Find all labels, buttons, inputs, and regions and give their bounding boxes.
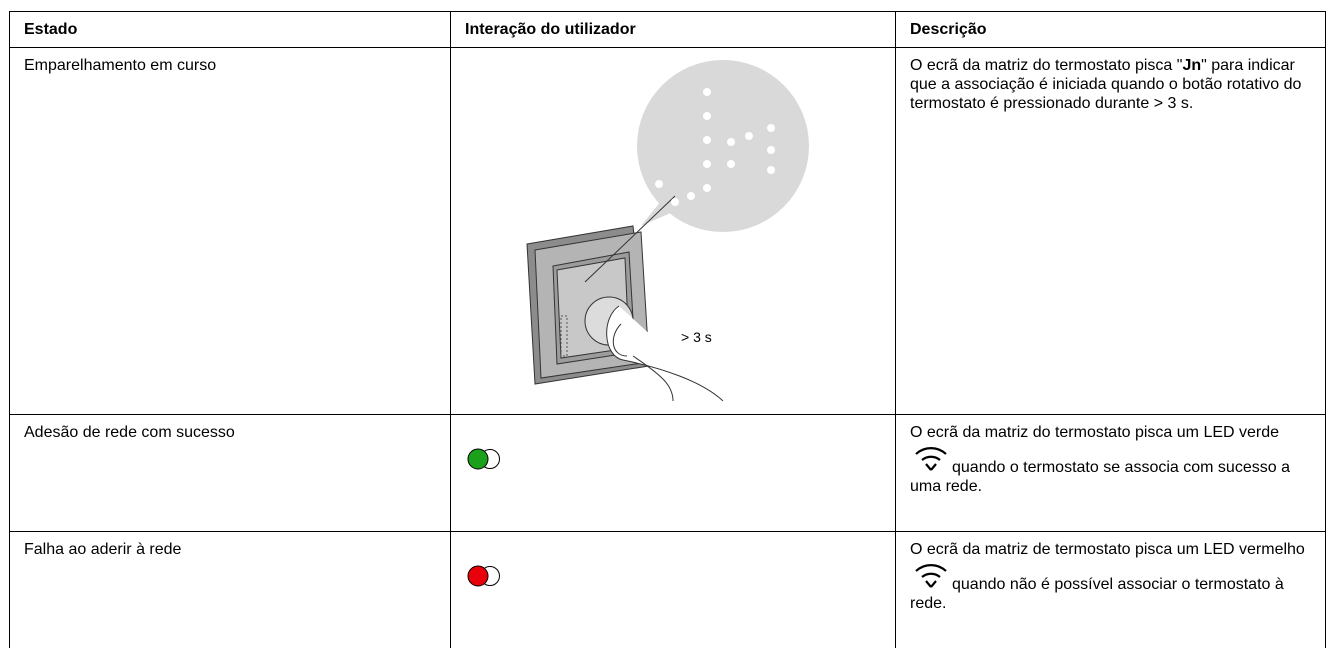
description-text: O ecrã da matriz de termostato pisca um … [910, 541, 1305, 558]
state-cell: Adesão de rede com sucesso [10, 415, 451, 532]
description-text: quando não é possível associar o termost… [910, 576, 1284, 612]
table-row: Adesão de rede com sucesso O ecrã da mat… [10, 415, 1326, 532]
header-cell: Descrição [896, 12, 1326, 48]
description-cell: O ecrã da matriz de termostato pisca um … [896, 532, 1326, 648]
led-cell [451, 415, 896, 532]
description-cell: O ecrã da matriz do termostato pisca "Jn… [896, 48, 1326, 415]
description-text: quando o termostato se associa com suces… [910, 459, 1290, 495]
led-cell [451, 532, 896, 648]
table-row: Falha ao aderir à rede O ecrã da matriz … [10, 532, 1326, 648]
state-cell: Emparelhamento em curso [10, 48, 451, 415]
wifi-icon [914, 442, 948, 474]
thermostat-illustration: > 3 s [523, 56, 823, 401]
description-cell: O ecrã da matriz do termostato pisca um … [896, 415, 1326, 532]
header-cell: Interação do utilizador [451, 12, 896, 48]
header-cell: Estado [10, 12, 451, 48]
description-text: O ecrã da matriz do termostato pisca um … [910, 424, 1279, 441]
led-indicator [465, 564, 505, 588]
state-table: Estado Interação do utilizador Descrição… [9, 11, 1326, 648]
table-row: Emparelhamento em curso [10, 48, 1326, 415]
duration-label: > 3 s [681, 329, 712, 345]
description-text: O ecrã da matriz do termostato pisca " [910, 57, 1182, 74]
header-row: Estado Interação do utilizador Descrição [10, 12, 1326, 48]
wifi-icon [914, 559, 948, 591]
display-code: Jn [1182, 57, 1201, 74]
state-cell: Falha ao aderir à rede [10, 532, 451, 648]
illustration-cell: > 3 s [451, 48, 896, 415]
led-indicator [465, 447, 505, 471]
